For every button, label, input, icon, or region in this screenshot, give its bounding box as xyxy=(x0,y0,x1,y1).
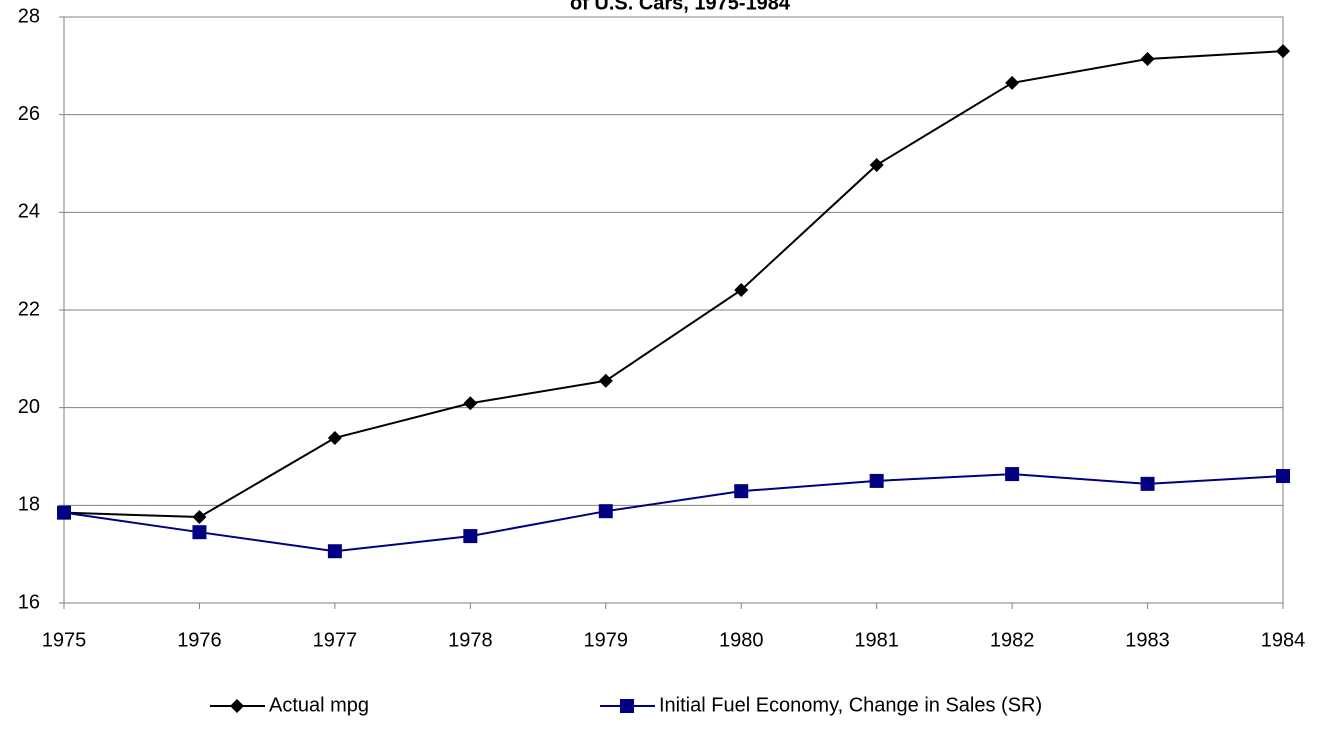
x-tick-label: 1976 xyxy=(177,629,222,651)
y-tick-label: 16 xyxy=(18,591,40,613)
data-point xyxy=(327,430,342,445)
legend-marker xyxy=(620,699,634,713)
x-tick-label: 1979 xyxy=(584,629,629,651)
x-tick-label: 1975 xyxy=(42,629,87,651)
data-point xyxy=(869,157,884,172)
data-point xyxy=(1005,467,1020,482)
data-point xyxy=(1140,476,1155,491)
data-point xyxy=(734,282,749,297)
x-tick-label: 1980 xyxy=(719,629,764,651)
data-point xyxy=(327,544,342,559)
y-tick-label: 22 xyxy=(18,298,40,320)
data-point xyxy=(1276,469,1290,484)
data-point xyxy=(1005,75,1020,90)
data-point xyxy=(463,529,478,544)
data-point xyxy=(598,373,613,388)
series-line xyxy=(63,50,1284,519)
y-tick-label: 24 xyxy=(18,201,40,223)
y-tick-label: 28 xyxy=(18,5,40,27)
data-point xyxy=(1276,44,1290,59)
data-point xyxy=(192,525,207,540)
x-tick-label: 1978 xyxy=(448,629,493,651)
data-point xyxy=(192,510,207,525)
x-tick-label: 1983 xyxy=(1125,629,1170,651)
legend-marker xyxy=(230,699,244,713)
plot-frame xyxy=(63,16,1284,604)
data-point xyxy=(57,505,71,520)
x-tick-label: 1982 xyxy=(990,629,1035,651)
x-tick-label: 1977 xyxy=(313,629,358,651)
series-line xyxy=(63,473,1284,553)
y-tick-label: 20 xyxy=(18,396,40,418)
y-tick-label: 26 xyxy=(18,103,40,125)
data-point xyxy=(598,504,613,519)
x-tick-label: 1984 xyxy=(1261,629,1306,651)
legend-label: Actual mpg xyxy=(269,694,369,716)
y-tick-label: 18 xyxy=(18,494,40,516)
data-point xyxy=(463,396,478,411)
data-point xyxy=(1140,51,1155,66)
data-point xyxy=(734,484,749,499)
chart-title: of U.S. Cars, 1975-1984 xyxy=(570,0,791,14)
data-point xyxy=(869,473,884,488)
legend-label: Initial Fuel Economy, Change in Sales (S… xyxy=(659,694,1042,716)
x-tick-label: 1981 xyxy=(854,629,899,651)
